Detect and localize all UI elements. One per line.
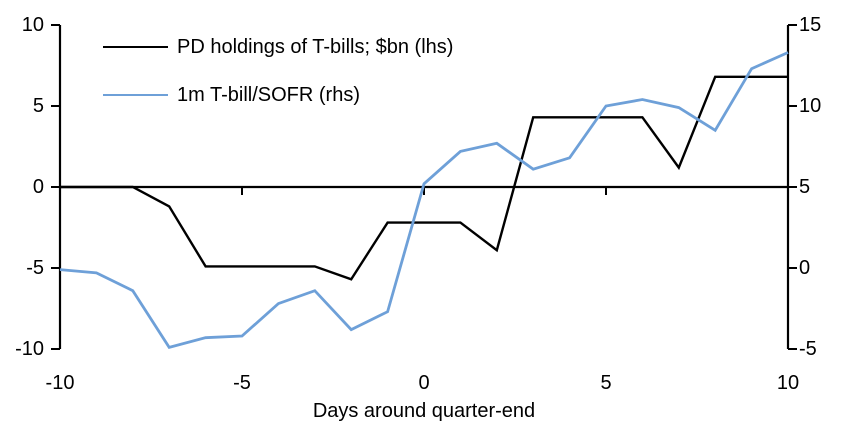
left-y-tick-label: 0: [32, 176, 44, 198]
right-y-tick-label: 0: [799, 257, 811, 279]
right-y-tick-label: -5: [799, 338, 817, 360]
legend-label-tbill-sofr: 1m T-bill/SOFR (rhs): [177, 84, 360, 106]
legend: PD holdings of T-bills; $bn (lhs) 1m T-b…: [103, 34, 453, 108]
x-tick-label: 5: [600, 372, 612, 394]
left-y-tick-label: 10: [21, 14, 44, 36]
series-line-tbill-sofr: [59, 51, 789, 350]
legend-label-pd-holdings: PD holdings of T-bills; $bn (lhs): [177, 36, 454, 58]
right-y-tick-label: 15: [799, 14, 822, 36]
right-y-tick-label: 5: [799, 176, 811, 198]
legend-line-sample-black: [103, 46, 168, 48]
left-y-tick-label: -10: [15, 338, 44, 360]
x-tick-label: -10: [45, 372, 75, 394]
x-tick-label: -5: [233, 372, 251, 394]
legend-item-tbill-sofr: 1m T-bill/SOFR (rhs): [103, 82, 453, 108]
left-y-tick-label: 5: [32, 95, 44, 117]
legend-item-pd-holdings: PD holdings of T-bills; $bn (lhs): [103, 34, 453, 60]
left-y-tick-label: -5: [26, 257, 44, 279]
x-tick-label: 10: [776, 372, 800, 394]
legend-line-sample-blue: [103, 94, 168, 96]
series-line-pd-holdings: [60, 75, 788, 281]
x-axis-title: Days around quarter-end: [312, 400, 536, 422]
x-tick-label: 0: [418, 372, 430, 394]
right-y-tick-label: 10: [799, 95, 822, 117]
